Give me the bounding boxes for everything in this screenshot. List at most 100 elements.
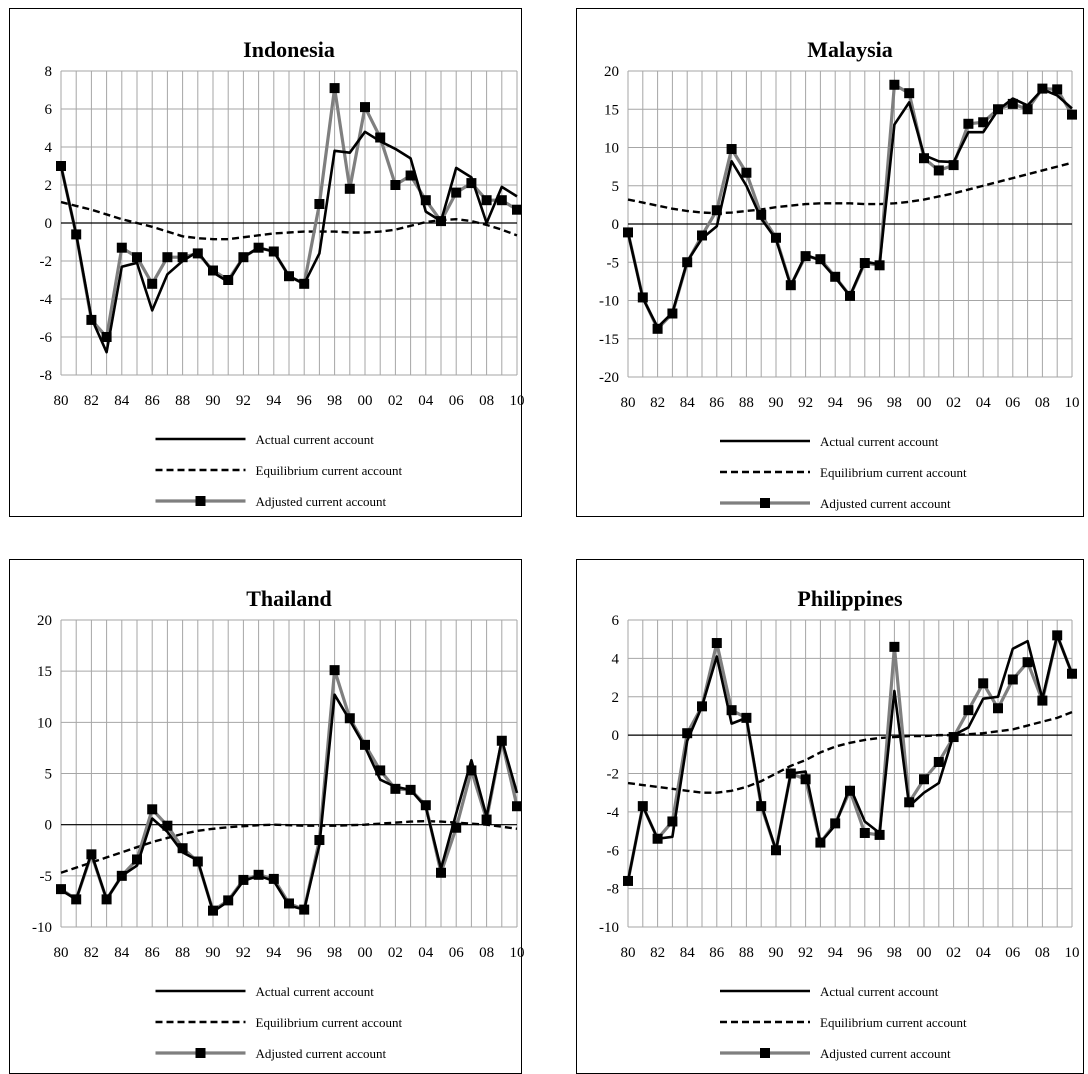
data-point-marker bbox=[299, 904, 310, 915]
data-point-marker bbox=[815, 254, 826, 265]
data-point-marker bbox=[451, 822, 462, 833]
data-point-marker bbox=[948, 160, 959, 171]
x-tick-label: 94 bbox=[266, 393, 282, 409]
data-point-marker bbox=[420, 195, 431, 206]
x-tick-label: 92 bbox=[798, 395, 813, 411]
data-point-marker bbox=[56, 161, 66, 171]
y-tick-label: 0 bbox=[45, 216, 53, 232]
legend-label-adjusted: Adjusted current account bbox=[820, 496, 951, 511]
data-point-marker bbox=[845, 290, 855, 301]
x-tick-label: 94 bbox=[828, 945, 844, 961]
x-tick-label: 96 bbox=[857, 945, 873, 961]
chart-title: Indonesia bbox=[243, 37, 335, 62]
x-tick-label: 06 bbox=[449, 945, 465, 961]
x-tick-label: 98 bbox=[887, 945, 902, 961]
x-tick-label: 82 bbox=[84, 945, 99, 961]
y-tick-label: -2 bbox=[40, 254, 53, 270]
data-point-marker bbox=[71, 894, 82, 905]
data-point-marker bbox=[284, 271, 294, 282]
data-point-marker bbox=[800, 774, 811, 785]
x-tick-label: 90 bbox=[769, 945, 784, 961]
x-tick-label: 00 bbox=[917, 945, 932, 961]
data-point-marker bbox=[147, 804, 158, 815]
data-point-marker bbox=[726, 144, 737, 155]
x-tick-label: 00 bbox=[358, 945, 373, 961]
x-tick-label: 86 bbox=[145, 945, 161, 961]
data-point-marker bbox=[116, 242, 127, 253]
data-point-marker bbox=[904, 797, 915, 808]
data-point-marker bbox=[496, 195, 507, 206]
data-point-marker bbox=[874, 829, 885, 840]
data-point-marker bbox=[978, 678, 989, 689]
x-tick-label: 08 bbox=[1035, 945, 1050, 961]
y-tick-label: -6 bbox=[607, 843, 620, 859]
y-tick-label: 5 bbox=[612, 179, 620, 195]
data-point-marker bbox=[904, 88, 915, 99]
chart-title: Philippines bbox=[797, 586, 903, 611]
x-tick-label: 10 bbox=[1065, 395, 1080, 411]
data-point-marker bbox=[845, 785, 855, 796]
legend-label-equilibrium: Equilibrium current account bbox=[256, 463, 403, 478]
y-tick-label: 0 bbox=[45, 818, 53, 834]
legend-label-equilibrium: Equilibrium current account bbox=[256, 1015, 403, 1030]
chart-frame bbox=[576, 559, 1084, 1074]
data-point-marker bbox=[116, 870, 127, 881]
y-tick-label: 6 bbox=[45, 102, 53, 118]
data-point-marker bbox=[652, 833, 663, 844]
x-tick-label: 88 bbox=[175, 945, 190, 961]
x-tick-label: 10 bbox=[510, 393, 525, 409]
data-point-marker bbox=[1052, 630, 1063, 641]
x-tick-label: 00 bbox=[358, 393, 373, 409]
legend-label-actual: Actual current account bbox=[256, 984, 375, 999]
data-point-marker bbox=[859, 258, 870, 269]
x-tick-label: 98 bbox=[887, 395, 902, 411]
data-point-marker bbox=[177, 843, 188, 854]
data-point-marker bbox=[390, 180, 401, 190]
y-tick-label: 15 bbox=[604, 102, 619, 118]
data-point-marker bbox=[697, 701, 707, 712]
y-tick-label: -8 bbox=[607, 882, 620, 898]
x-tick-label: 10 bbox=[1065, 945, 1080, 961]
legend-marker bbox=[760, 1048, 770, 1058]
x-tick-label: 06 bbox=[1005, 945, 1021, 961]
x-tick-label: 80 bbox=[54, 393, 69, 409]
x-tick-label: 84 bbox=[680, 945, 696, 961]
data-point-marker bbox=[874, 260, 885, 271]
data-point-marker bbox=[800, 251, 811, 262]
data-point-marker bbox=[360, 102, 370, 113]
data-point-marker bbox=[466, 765, 477, 776]
y-tick-label: -10 bbox=[599, 294, 619, 310]
y-tick-label: 0 bbox=[612, 217, 620, 233]
legend-marker bbox=[760, 498, 770, 508]
data-point-marker bbox=[268, 246, 279, 257]
data-point-marker bbox=[785, 280, 796, 291]
data-point-marker bbox=[741, 167, 752, 178]
adjusted-markers bbox=[623, 630, 1077, 886]
y-tick-label: 20 bbox=[37, 613, 52, 629]
data-point-marker bbox=[86, 314, 97, 325]
data-point-marker bbox=[405, 170, 416, 181]
x-tick-label: 98 bbox=[327, 393, 342, 409]
data-point-marker bbox=[993, 104, 1003, 115]
x-tick-label: 08 bbox=[1035, 395, 1050, 411]
series-line-equilibrium bbox=[627, 161, 1073, 215]
x-tick-label: 90 bbox=[206, 945, 221, 961]
data-point-marker bbox=[1022, 657, 1033, 668]
data-point-marker bbox=[815, 837, 826, 848]
data-point-marker bbox=[933, 756, 944, 767]
x-tick-label: 88 bbox=[739, 395, 754, 411]
x-tick-label: 92 bbox=[236, 393, 251, 409]
data-point-marker bbox=[919, 153, 929, 164]
data-point-marker bbox=[284, 898, 294, 909]
x-tick-label: 02 bbox=[388, 945, 403, 961]
data-point-marker bbox=[756, 209, 767, 220]
series-line-equilibrium bbox=[60, 819, 518, 874]
x-tick-label: 10 bbox=[510, 945, 525, 961]
data-point-marker bbox=[253, 242, 264, 253]
data-point-marker bbox=[1067, 109, 1077, 120]
data-point-marker bbox=[329, 83, 340, 94]
y-tick-label: 8 bbox=[45, 64, 53, 80]
x-tick-label: 06 bbox=[1005, 395, 1021, 411]
